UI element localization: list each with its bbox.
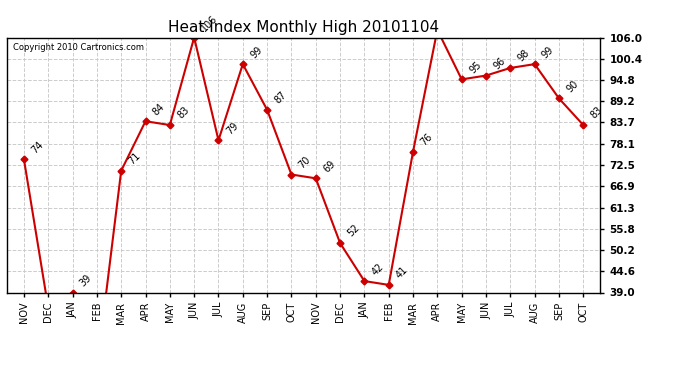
Text: 35: 35 — [0, 374, 1, 375]
Text: 90: 90 — [564, 78, 580, 94]
Text: 84: 84 — [151, 101, 167, 117]
Text: 76: 76 — [419, 132, 435, 147]
Text: 98: 98 — [516, 48, 531, 64]
Text: 52: 52 — [346, 223, 362, 239]
Text: 70: 70 — [297, 154, 313, 170]
Text: 106: 106 — [199, 13, 220, 33]
Text: 83: 83 — [175, 105, 191, 121]
Text: 95: 95 — [467, 59, 483, 75]
Text: 19: 19 — [0, 374, 1, 375]
Text: 41: 41 — [394, 265, 410, 281]
Text: 39: 39 — [78, 273, 94, 288]
Text: 79: 79 — [224, 120, 240, 136]
Text: 69: 69 — [322, 158, 337, 174]
Title: Heat Index Monthly High 20101104: Heat Index Monthly High 20101104 — [168, 20, 439, 35]
Text: 99: 99 — [248, 44, 264, 60]
Text: 83: 83 — [589, 105, 604, 121]
Text: 108: 108 — [0, 374, 1, 375]
Text: Copyright 2010 Cartronics.com: Copyright 2010 Cartronics.com — [13, 43, 144, 52]
Text: 74: 74 — [30, 139, 46, 155]
Text: 87: 87 — [273, 90, 288, 106]
Text: 71: 71 — [127, 151, 143, 166]
Text: 42: 42 — [370, 261, 386, 277]
Text: 96: 96 — [491, 56, 507, 71]
Text: 99: 99 — [540, 44, 556, 60]
